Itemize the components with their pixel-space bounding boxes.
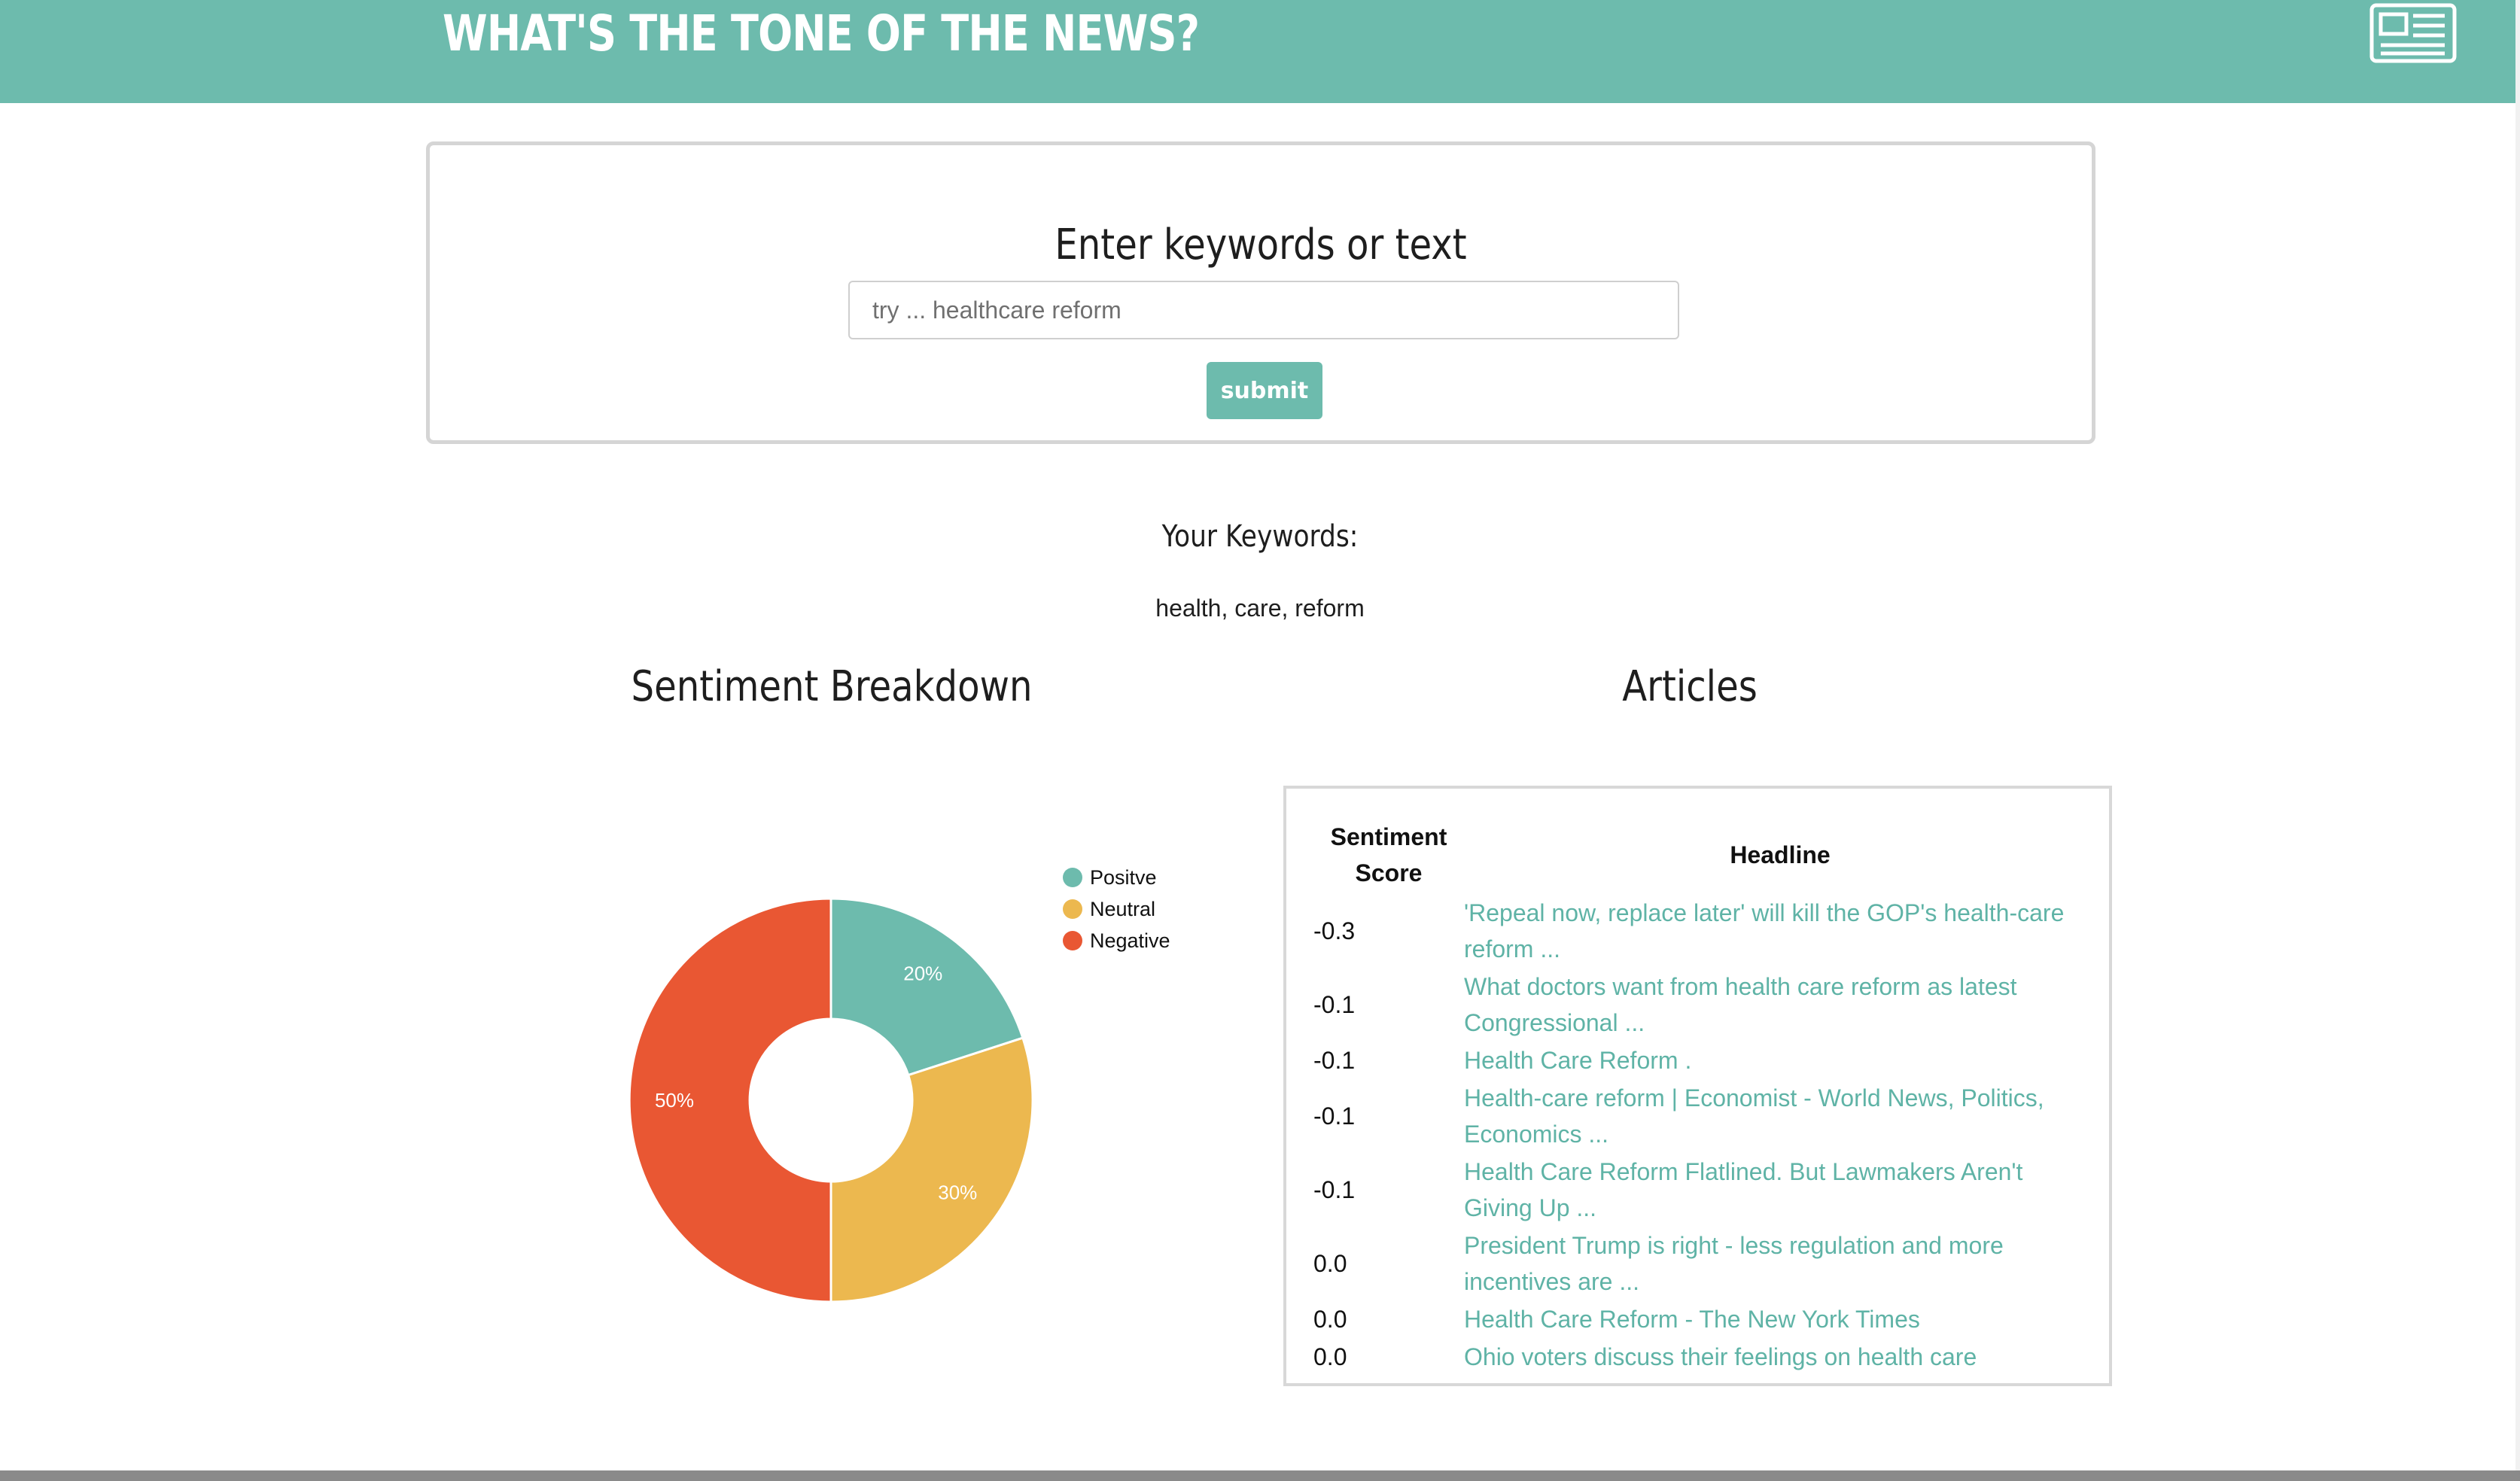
search-input[interactable] — [848, 281, 1679, 339]
sentiment-score-cell: -0.1 — [1313, 1047, 1356, 1074]
horizontal-scrollbar[interactable] — [0, 1470, 2520, 1481]
sentiment-score-cell: 0.0 — [1313, 1343, 1347, 1370]
table-row: -0.1 What doctors want from health care r… — [1313, 968, 2096, 1042]
legend-swatch — [1063, 899, 1082, 919]
search-label: Enter keywords or text — [1055, 220, 1467, 269]
headline-cell: Ohio voters discuss their feelings on he… — [1464, 1338, 2096, 1376]
legend-label[interactable]: Positve — [1090, 866, 1157, 889]
sentiment-score-cell: -0.1 — [1313, 1176, 1356, 1203]
legend-swatch — [1063, 868, 1082, 887]
headline-link[interactable]: President Trump is right - less regulati… — [1464, 1232, 2004, 1295]
headline-cell: What doctors want from health care refor… — [1464, 968, 2096, 1042]
headline-cell: Health Care Reform Flatlined. But Lawmak… — [1464, 1153, 2096, 1227]
headline-cell: President Trump is right - less regulati… — [1464, 1227, 2096, 1300]
articles-panel[interactable]: Sentiment Score Headline -0.3 'Repeal now… — [1283, 786, 2112, 1386]
submit-button[interactable]: submit — [1207, 362, 1322, 419]
articles-title: Articles — [1622, 662, 1758, 711]
headline-cell: Health Care Reform . — [1464, 1042, 2096, 1079]
sentiment-score-cell: -0.3 — [1313, 917, 1356, 944]
slice-label: 20% — [903, 962, 942, 985]
legend-label[interactable]: Neutral — [1090, 898, 1155, 920]
sentiment-score-cell: 0.0 — [1313, 1306, 1347, 1333]
keywords-heading: Your Keywords: — [1161, 519, 1359, 554]
header-bar: WHAT'S THE TONE OF THE NEWS? — [0, 0, 2515, 103]
sentiment-donut-chart: 20% 30% 50% Positve Neutral Negative — [628, 866, 1170, 1303]
vertical-scrollbar[interactable] — [2515, 0, 2520, 1481]
table-header-row: Sentiment Score Headline — [1313, 819, 2096, 894]
table-row: -0.3 'Repeal now, replace later' will kil… — [1313, 894, 2096, 968]
legend-swatch — [1063, 931, 1082, 950]
table-row: -0.1 Health-care reform | Economist - Wor… — [1313, 1079, 2096, 1153]
keywords-value: health, care, reform — [1155, 595, 1365, 622]
headline-cell: Health Care Reform - The New York Times — [1464, 1300, 2096, 1338]
headline-link[interactable]: Health Care Reform . — [1464, 1047, 1692, 1074]
pie-slice-neutral[interactable] — [829, 1036, 1034, 1303]
column-header-score: Sentiment Score — [1330, 823, 1447, 886]
headline-cell: 'Repeal now, replace later' will kill th… — [1464, 894, 2096, 968]
headline-cell: Health-care reform | Economist - World N… — [1464, 1079, 2096, 1153]
table-row: -0.1 Health Care Reform . — [1313, 1042, 2096, 1079]
search-card: Enter keywords or text submit — [426, 141, 2095, 444]
slice-label: 30% — [938, 1181, 977, 1203]
headline-link[interactable]: Health Care Reform - The New York Times — [1464, 1306, 1920, 1333]
headline-link[interactable]: What doctors want from health care refor… — [1464, 973, 2017, 1036]
table-row: 0.0 Ohio voters discuss their feelings on… — [1313, 1338, 2096, 1376]
table-row: 0.0 President Trump is right - less regul… — [1313, 1227, 2096, 1300]
headline-link[interactable]: Health-care reform | Economist - World N… — [1464, 1084, 2044, 1148]
sentiment-title: Sentiment Breakdown — [631, 662, 1033, 711]
column-header-headline: Headline — [1730, 841, 1831, 868]
page-title: WHAT'S THE TONE OF THE NEWS? — [443, 5, 1200, 62]
table-row: -0.1 Health Care Reform Flatlined. But La… — [1313, 1153, 2096, 1227]
sentiment-score-cell: 0.0 — [1313, 1250, 1347, 1277]
slice-label: 50% — [655, 1089, 694, 1112]
legend-label[interactable]: Negative — [1090, 929, 1170, 952]
pie-slice-negative[interactable] — [628, 897, 832, 1303]
headline-link[interactable]: 'Repeal now, replace later' will kill th… — [1464, 899, 2065, 962]
sentiment-score-cell: -0.1 — [1313, 1102, 1356, 1130]
newspaper-icon[interactable] — [2369, 3, 2457, 63]
articles-table: Sentiment Score Headline -0.3 'Repeal now… — [1313, 819, 2096, 1376]
headline-link[interactable]: Health Care Reform Flatlined. But Lawmak… — [1464, 1158, 2023, 1221]
sentiment-score-cell: -0.1 — [1313, 991, 1356, 1018]
pie-slice-positve[interactable] — [829, 897, 1024, 1077]
headline-link[interactable]: Ohio voters discuss their feelings on he… — [1464, 1343, 1977, 1370]
table-row: 0.0 Health Care Reform - The New York Tim… — [1313, 1300, 2096, 1338]
